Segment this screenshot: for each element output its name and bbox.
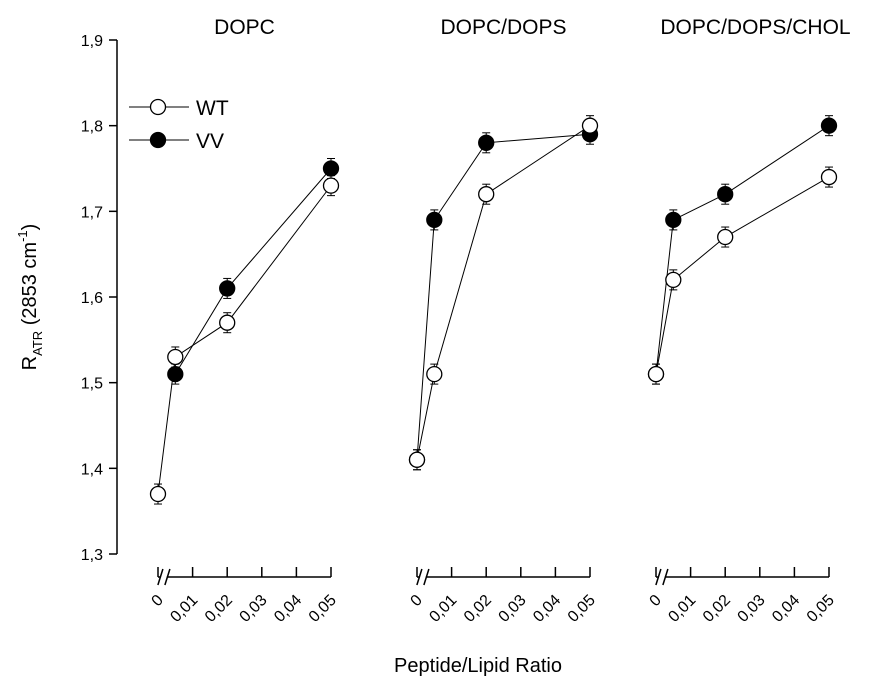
- legend-label: WT: [196, 97, 229, 120]
- axis-break-mark: [164, 568, 171, 586]
- data-point-vv: [167, 365, 184, 383]
- data-point-wt: [167, 348, 184, 366]
- series-line-vv: [655, 125, 830, 375]
- panel-dopc-dops: DOPC/DOPS 0 0,01 0,02 0,03 0,04 0,05: [408, 16, 599, 626]
- x-tick-label: 0,02: [202, 592, 236, 626]
- y-tick-label: 1,8: [81, 119, 103, 136]
- data-point-wt: [647, 365, 665, 383]
- panel-title: DOPC: [214, 16, 275, 39]
- axis-break-mark: [655, 568, 662, 586]
- y-axis: 1,3 1,4 1,5 1,6 1,7 1,8 1,9: [81, 33, 118, 564]
- data-point-vv: [665, 211, 682, 229]
- x-tick-label: 0,05: [306, 592, 340, 626]
- x-tick-label: 0: [647, 592, 665, 610]
- data-point-wt: [219, 314, 236, 331]
- axis-break-gap: [419, 569, 426, 585]
- legend-marker: [149, 98, 167, 116]
- x-tick-label: 0,03: [496, 592, 530, 626]
- axis-break-mark: [423, 568, 430, 586]
- series-line-vv: [416, 133, 591, 460]
- y-tick-label: 1,3: [81, 547, 103, 564]
- data-point-wt: [426, 365, 443, 383]
- x-tick-label: 0,03: [735, 592, 769, 626]
- data-point-wt: [149, 485, 167, 503]
- legend: WT VV: [129, 97, 229, 153]
- data-point-vv: [478, 134, 495, 151]
- x-tick-label: 0,01: [665, 592, 699, 626]
- y-tick-label: 1,5: [81, 376, 103, 393]
- data-point-wt: [665, 271, 682, 289]
- x-tick-label: 0: [408, 592, 426, 610]
- y-tick-label: 1,6: [81, 290, 103, 307]
- panel-title: DOPC/DOPS: [440, 16, 566, 39]
- x-tick-label: 0,01: [426, 592, 460, 626]
- x-tick-label: 0,02: [461, 592, 495, 626]
- legend-label: VV: [196, 130, 224, 153]
- data-point-vv: [219, 280, 236, 297]
- y-axis-title: RATR (2853 cm-1): [15, 224, 45, 371]
- series-line-wt: [157, 185, 332, 495]
- legend-marker: [149, 131, 167, 149]
- y-axis-title-text: RATR (2853 cm-1): [15, 224, 45, 371]
- axis-break-gap: [658, 569, 665, 585]
- y-tick-label: 1,9: [81, 33, 103, 50]
- data-point-vv: [820, 117, 838, 134]
- x-tick-label: 0,01: [167, 592, 201, 626]
- axis-break-gap: [160, 569, 167, 585]
- axis-break-mark: [416, 568, 423, 586]
- axis-break-mark: [662, 568, 669, 586]
- data-point-wt: [478, 186, 495, 203]
- x-tick-label: 0,03: [237, 592, 271, 626]
- data-point-wt: [322, 177, 340, 194]
- y-tick-label: 1,4: [81, 461, 103, 478]
- panel-dopc-dops-chol: DOPC/DOPS/CHOL 0 0,01 0,02 0,03 0,04 0,05: [647, 16, 851, 626]
- y-tick-label: 1,7: [81, 204, 103, 221]
- data-point-vv: [717, 186, 734, 203]
- data-point-wt: [820, 168, 838, 186]
- x-tick-label: 0,04: [271, 592, 305, 626]
- x-tick-label: 0,04: [769, 592, 803, 626]
- x-axis-title: Peptide/Lipid Ratio: [394, 655, 562, 677]
- data-point-wt: [717, 228, 734, 246]
- data-point-vv: [322, 160, 340, 177]
- axis-break-mark: [157, 568, 164, 586]
- x-tick-label: 0,04: [530, 592, 564, 626]
- x-tick-label: 0: [149, 592, 167, 610]
- x-tick-label: 0,05: [565, 592, 599, 626]
- series-line-vv: [174, 168, 332, 375]
- data-point-wt: [581, 117, 599, 134]
- data-point-wt: [408, 451, 426, 468]
- series-line-wt: [655, 176, 830, 375]
- series-line-wt: [416, 125, 591, 460]
- x-tick-label: 0,02: [700, 592, 734, 626]
- data-point-vv: [426, 211, 443, 229]
- x-tick-label: 0,05: [804, 592, 838, 626]
- panel-title: DOPC/DOPS/CHOL: [660, 16, 850, 39]
